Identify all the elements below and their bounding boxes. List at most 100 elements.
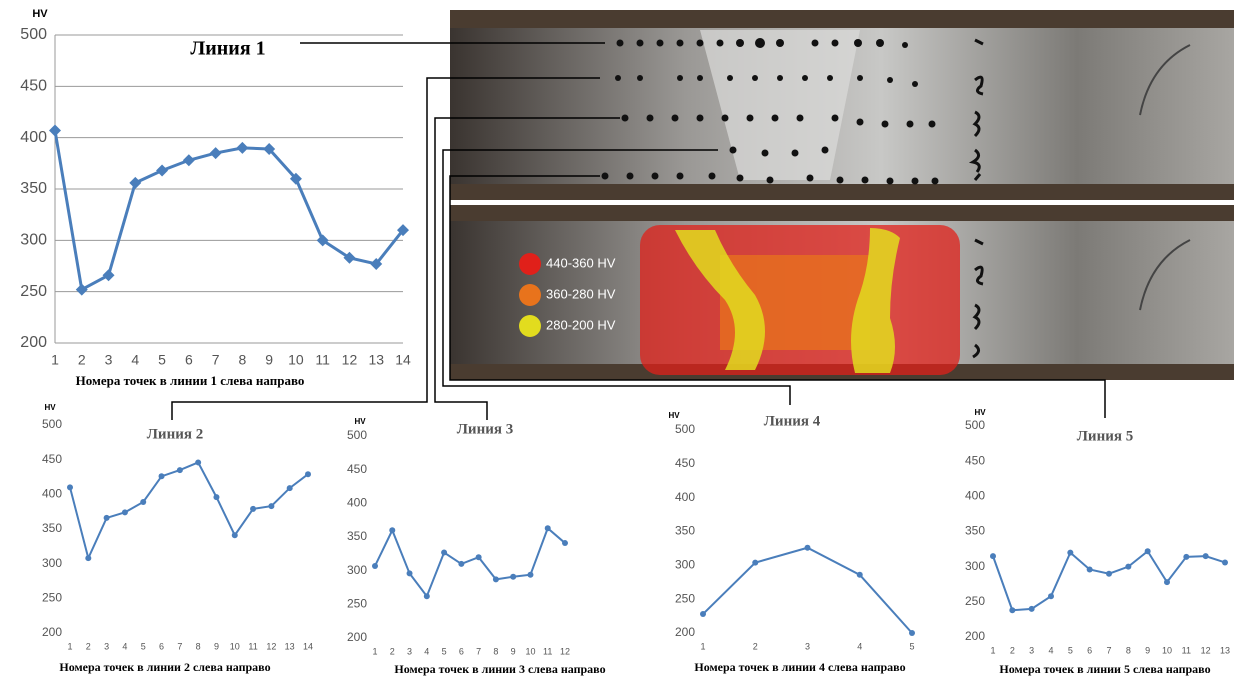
marker <box>1222 559 1228 565</box>
marker <box>287 485 293 491</box>
marker <box>857 572 863 578</box>
x-tick-label: 4 <box>857 641 862 651</box>
x-tick-label: 2 <box>390 646 395 656</box>
y-tick-label: 300 <box>965 559 985 573</box>
x-tick-label: 1 <box>700 641 705 651</box>
chart-title: Линия 3 <box>457 421 513 437</box>
x-tick-label: 14 <box>395 352 411 368</box>
marker <box>510 574 516 580</box>
legend-label: 440-360 HV <box>546 255 616 270</box>
x-tick-label: 2 <box>753 641 758 651</box>
x-tick-label: 4 <box>1048 645 1053 655</box>
marker <box>1145 548 1151 554</box>
y-tick-label: 300 <box>675 558 695 572</box>
marker <box>545 525 551 531</box>
marker <box>232 532 238 538</box>
marker <box>372 563 378 569</box>
marker <box>1106 571 1112 577</box>
y-tick-label: 500 <box>42 417 62 431</box>
x-axis-label: Номера точек в линии 3 слева направо <box>394 662 605 676</box>
x-tick-label: 5 <box>909 641 914 651</box>
x-tick-label: 5 <box>141 641 146 651</box>
marker <box>85 555 91 561</box>
x-tick-label: 11 <box>543 646 552 656</box>
y-tick-label: 400 <box>20 129 47 146</box>
x-tick-label: 7 <box>476 646 481 656</box>
x-tick-label: 10 <box>1162 645 1172 655</box>
y-axis-label: HV <box>974 408 986 417</box>
marker <box>1009 607 1015 613</box>
x-tick-label: 2 <box>1010 645 1015 655</box>
chart-title: Линия 5 <box>1077 428 1133 444</box>
x-axis-label: Номера точек в линии 5 слева направо <box>999 662 1210 676</box>
y-tick-label: 350 <box>675 524 695 538</box>
y-tick-label: 200 <box>20 334 47 351</box>
marker <box>1067 550 1073 556</box>
line-chart: 20025030035040045050012345678910111213Ли… <box>965 408 1230 676</box>
y-tick-label: 250 <box>20 283 47 300</box>
marker <box>159 473 165 479</box>
marker <box>305 471 311 477</box>
x-tick-label: 1 <box>51 352 59 368</box>
marker <box>1164 579 1170 585</box>
marker <box>1048 593 1054 599</box>
y-tick-label: 500 <box>20 26 47 43</box>
figure: 440-360 HV360-280 HV280-200 HV 200250300… <box>0 0 1244 680</box>
marker <box>156 165 168 177</box>
line-chart: 2002503003504004505001234567891011121314… <box>42 403 313 674</box>
y-tick-label: 450 <box>42 452 62 466</box>
y-tick-label: 250 <box>965 594 985 608</box>
chart-title: Линия 2 <box>147 426 203 442</box>
marker <box>177 467 183 473</box>
x-axis-label: Номера точек в линии 4 слева направо <box>694 660 905 674</box>
x-tick-label: 4 <box>131 352 139 368</box>
marker <box>700 611 706 617</box>
y-tick-label: 200 <box>965 629 985 643</box>
marker <box>407 570 413 576</box>
y-axis-label: HV <box>354 417 366 426</box>
marker <box>213 494 219 500</box>
marker <box>183 154 195 166</box>
y-tick-label: 300 <box>20 232 47 249</box>
x-tick-label: 3 <box>104 641 109 651</box>
x-tick-label: 9 <box>265 352 273 368</box>
y-axis-label: HV <box>44 403 56 412</box>
x-tick-label: 4 <box>424 646 429 656</box>
y-tick-label: 500 <box>965 418 985 432</box>
y-tick-label: 350 <box>42 521 62 535</box>
y-tick-label: 200 <box>42 625 62 639</box>
x-tick-label: 7 <box>1106 645 1111 655</box>
x-tick-label: 9 <box>511 646 516 656</box>
marker <box>67 484 73 490</box>
x-tick-label: 12 <box>1201 645 1211 655</box>
y-tick-label: 450 <box>675 456 695 470</box>
y-tick-label: 300 <box>347 563 367 577</box>
y-tick-label: 350 <box>965 524 985 538</box>
marker <box>527 572 533 578</box>
marker <box>1029 606 1035 612</box>
x-tick-label: 8 <box>1126 645 1131 655</box>
y-tick-label: 200 <box>675 625 695 639</box>
y-tick-label: 300 <box>42 556 62 570</box>
y-tick-label: 500 <box>347 428 367 442</box>
marker <box>389 527 395 533</box>
x-tick-label: 2 <box>86 641 91 651</box>
x-tick-label: 6 <box>1087 645 1092 655</box>
x-tick-label: 10 <box>525 646 535 656</box>
x-tick-label: 9 <box>1145 645 1150 655</box>
marker <box>458 561 464 567</box>
y-tick-label: 350 <box>20 180 47 197</box>
legend-label: 280-200 HV <box>546 317 616 332</box>
marker <box>236 142 248 154</box>
y-tick-label: 400 <box>965 489 985 503</box>
x-tick-label: 5 <box>442 646 447 656</box>
marker <box>990 553 996 559</box>
marker <box>250 506 256 512</box>
x-tick-label: 8 <box>196 641 201 651</box>
x-tick-label: 6 <box>459 646 464 656</box>
x-tick-label: 10 <box>230 641 240 651</box>
y-tick-label: 400 <box>675 490 695 504</box>
marker <box>909 630 915 636</box>
x-tick-label: 3 <box>805 641 810 651</box>
